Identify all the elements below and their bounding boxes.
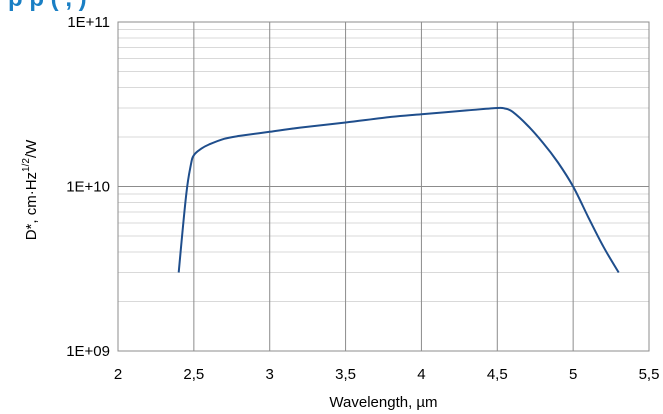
x-tick-label: 5,5 — [639, 366, 660, 383]
x-tick-label: 4 — [417, 366, 425, 383]
x-tick-label: 3,5 — [335, 366, 356, 383]
x-tick-label: 5 — [569, 366, 577, 383]
minor-gridlines — [118, 29, 649, 302]
x-tick-label: 2,5 — [183, 366, 204, 383]
y-tick-label: 1E+10 — [66, 179, 110, 196]
x-tick-label: 3 — [266, 366, 274, 383]
y-axis-label-sup: 1/2 — [21, 158, 32, 172]
detectivity-curve — [177, 106, 620, 274]
y-axis-label-tail: /W — [23, 139, 40, 158]
y-axis-label: D*, cm·Hz1/2/W — [21, 139, 40, 240]
x-tick-label: 4,5 — [487, 366, 508, 383]
chart-title-fragment: p p ( , ) — [8, 0, 87, 12]
x-tick-labels: 2 2,5 3 3,5 4 4,5 5 5,5 — [114, 366, 660, 383]
x-tick-label: 2 — [114, 366, 122, 383]
plot-frame — [117, 21, 650, 352]
y-tick-label: 1E+09 — [66, 343, 110, 360]
y-tick-label: 1E+11 — [67, 14, 110, 31]
y-tick-labels: 1E+09 1E+10 1E+11 — [66, 14, 110, 360]
x-axis-label: Wavelength, µm — [329, 394, 437, 411]
y-axis-label-main: D*, cm·Hz — [23, 172, 40, 240]
